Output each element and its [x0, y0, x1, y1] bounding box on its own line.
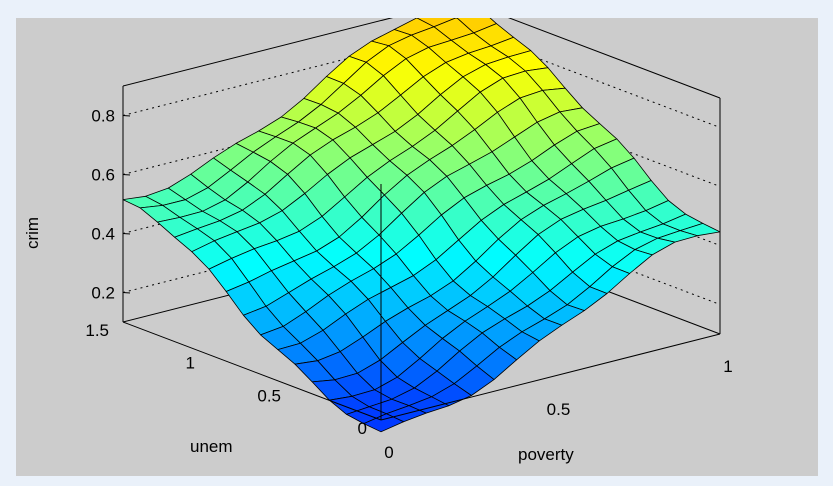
- y-tick-label: 1: [186, 354, 195, 373]
- grid-line: [461, 88, 721, 187]
- y-tick-label: 0.5: [257, 386, 281, 405]
- x-tick-label: 0: [384, 443, 393, 462]
- y-axis-label: unem: [190, 437, 233, 456]
- z-tick-mark: [122, 174, 131, 176]
- grid-line: [461, 206, 721, 305]
- axes-box-front: [122, 86, 721, 421]
- x-tick-label: 1: [723, 357, 732, 376]
- surface-patch: [363, 413, 405, 433]
- surface-chart: 0.2 0.4 0.6 0.8 0 0.5 1 1.5 0 0.5 1 crim unem pove…: [23, 18, 733, 464]
- plot-area: 0.2 0.4 0.6 0.8 0 0.5 1 1.5 0 0.5 1 crim unem pove…: [16, 18, 818, 476]
- z-axis-label: crim: [23, 217, 42, 249]
- surface-mesh: [122, 18, 721, 433]
- y-tick-label: 1.5: [85, 321, 109, 340]
- box-edge: [507, 18, 721, 99]
- box-edge: [122, 18, 394, 87]
- box-edge: [122, 321, 382, 421]
- z-tick-label: 0.4: [91, 225, 115, 244]
- grid-line: [122, 29, 463, 116]
- z-tick-label: 0.8: [91, 107, 115, 126]
- grid-line: [461, 29, 721, 128]
- x-tick-label: 0.5: [547, 400, 571, 419]
- x-axis-label: poverty: [518, 445, 574, 464]
- z-tick-label: 0.6: [91, 166, 115, 185]
- z-tick-mark: [122, 292, 131, 294]
- z-tick-label: 0.2: [91, 284, 115, 303]
- z-tick-mark: [122, 115, 131, 117]
- z-tick-mark: [122, 233, 131, 235]
- box-edge: [380, 333, 721, 421]
- tick-labels: 0.2 0.4 0.6 0.8 0 0.5 1 1.5 0 0.5 1: [85, 107, 732, 463]
- y-tick-label: 0: [358, 419, 367, 438]
